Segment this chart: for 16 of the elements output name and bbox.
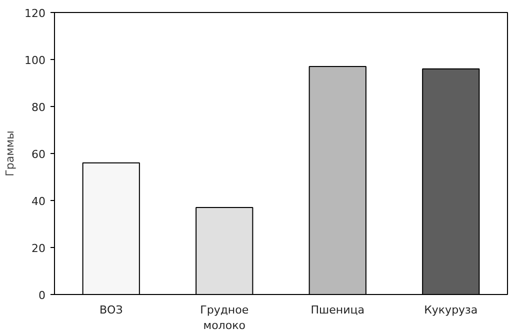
y-tick-label: 40 <box>32 195 46 208</box>
x-tick-label: Грудное молоко <box>200 304 249 332</box>
bar <box>308 66 366 294</box>
y-tick-label: 100 <box>24 54 46 67</box>
y-tick-label: 60 <box>32 148 46 161</box>
x-tick-label: Кукуруза <box>424 304 478 316</box>
x-tick-label: Пшеница <box>310 304 364 316</box>
y-axis-title: Граммы <box>4 130 17 176</box>
bar <box>422 68 480 294</box>
y-tick-label: 80 <box>32 101 46 114</box>
bar <box>196 207 254 294</box>
y-tick-label: 120 <box>24 7 46 20</box>
y-tick-label: 20 <box>32 242 46 255</box>
bar <box>82 162 140 294</box>
x-tick-label: ВОЗ <box>99 304 123 316</box>
y-tick-label: 0 <box>38 289 46 302</box>
